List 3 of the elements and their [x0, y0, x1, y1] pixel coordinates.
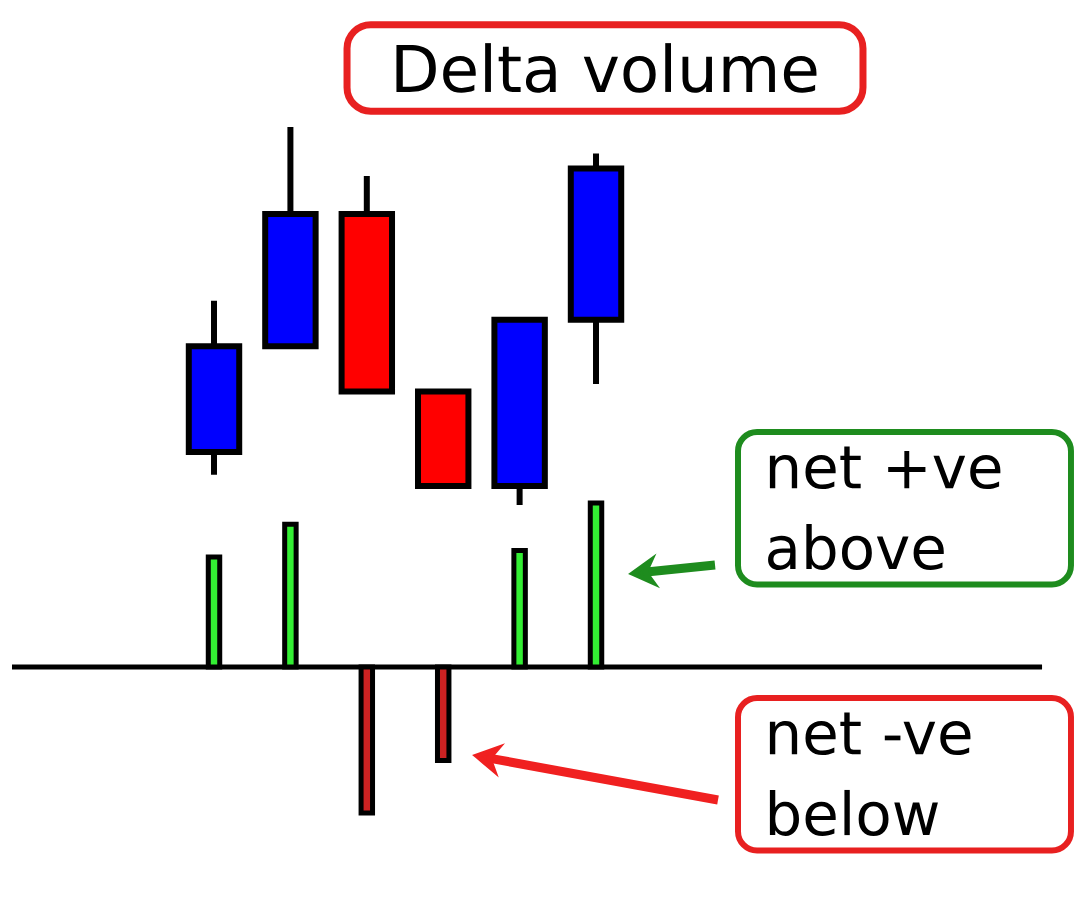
text: net -ve below [769, 712, 971, 836]
chart-title: Delta volume [396, 43, 817, 93]
text: net +ve above [768, 446, 1001, 570]
